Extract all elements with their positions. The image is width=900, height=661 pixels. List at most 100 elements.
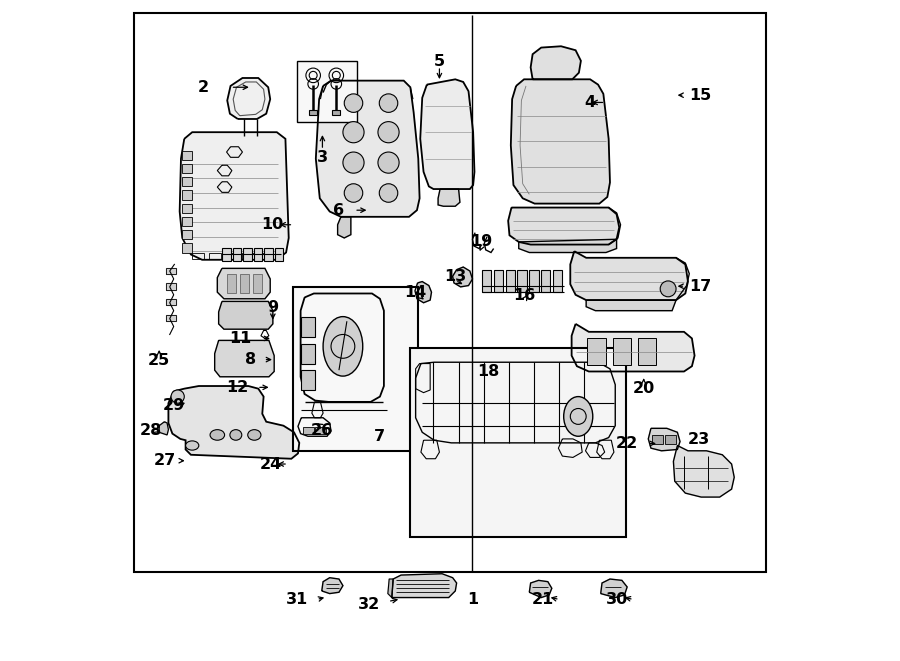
- Bar: [310, 110, 317, 115]
- Bar: [301, 370, 315, 390]
- Polygon shape: [531, 46, 580, 79]
- Bar: [134, 13, 766, 572]
- Text: 23: 23: [688, 432, 710, 447]
- Bar: [182, 204, 193, 213]
- Bar: [254, 248, 262, 261]
- Ellipse shape: [661, 281, 676, 297]
- Bar: [182, 190, 193, 200]
- Polygon shape: [586, 443, 605, 457]
- Polygon shape: [571, 251, 688, 300]
- Bar: [182, 151, 193, 160]
- Bar: [652, 435, 662, 444]
- Bar: [554, 270, 562, 292]
- Polygon shape: [301, 293, 384, 402]
- Bar: [182, 230, 193, 239]
- Text: 31: 31: [286, 592, 309, 607]
- Polygon shape: [159, 422, 168, 435]
- Bar: [253, 274, 262, 293]
- Polygon shape: [312, 402, 323, 418]
- Text: 1: 1: [467, 592, 478, 607]
- Bar: [225, 253, 238, 259]
- Bar: [243, 248, 252, 261]
- Polygon shape: [322, 578, 343, 594]
- Polygon shape: [421, 440, 439, 459]
- Text: 12: 12: [226, 380, 248, 395]
- Polygon shape: [438, 189, 460, 206]
- Bar: [227, 274, 236, 293]
- Polygon shape: [227, 78, 270, 119]
- Bar: [638, 338, 656, 365]
- Text: 27: 27: [154, 453, 176, 468]
- Polygon shape: [166, 283, 176, 290]
- Text: 26: 26: [310, 423, 333, 438]
- Text: 14: 14: [404, 285, 426, 299]
- Bar: [182, 164, 193, 173]
- Text: 19: 19: [471, 235, 493, 249]
- Text: 20: 20: [633, 381, 655, 395]
- Polygon shape: [586, 300, 676, 311]
- Polygon shape: [316, 81, 419, 217]
- Bar: [301, 317, 315, 337]
- Bar: [292, 287, 418, 451]
- Polygon shape: [600, 579, 627, 598]
- Bar: [541, 270, 551, 292]
- Polygon shape: [597, 440, 614, 459]
- Bar: [332, 110, 340, 115]
- Polygon shape: [572, 324, 695, 371]
- Text: 18: 18: [477, 364, 500, 379]
- Polygon shape: [508, 208, 619, 245]
- Text: 30: 30: [607, 592, 628, 607]
- Polygon shape: [420, 79, 474, 189]
- Polygon shape: [518, 239, 617, 253]
- Bar: [493, 270, 503, 292]
- Text: 15: 15: [689, 88, 712, 102]
- Bar: [665, 435, 676, 444]
- Bar: [297, 61, 357, 122]
- Bar: [182, 177, 193, 186]
- Text: 4: 4: [584, 95, 596, 110]
- Bar: [209, 253, 220, 259]
- Text: 24: 24: [260, 457, 282, 471]
- Ellipse shape: [185, 441, 199, 450]
- Bar: [182, 243, 193, 253]
- Ellipse shape: [378, 152, 399, 173]
- Polygon shape: [648, 428, 680, 451]
- Polygon shape: [219, 301, 273, 329]
- Ellipse shape: [378, 122, 399, 143]
- Bar: [242, 253, 254, 259]
- Polygon shape: [166, 268, 176, 274]
- Ellipse shape: [343, 152, 364, 173]
- Text: 3: 3: [317, 150, 328, 165]
- Text: 13: 13: [445, 269, 466, 284]
- Text: 8: 8: [245, 352, 256, 367]
- Polygon shape: [217, 268, 270, 299]
- Ellipse shape: [379, 184, 398, 202]
- Text: 10: 10: [261, 217, 284, 232]
- Text: 16: 16: [514, 288, 536, 303]
- Text: 2: 2: [198, 80, 209, 95]
- Text: 5: 5: [434, 54, 445, 69]
- Polygon shape: [558, 439, 582, 457]
- Text: 6: 6: [333, 203, 344, 217]
- Bar: [315, 427, 326, 434]
- Ellipse shape: [343, 122, 364, 143]
- Ellipse shape: [210, 430, 225, 440]
- Polygon shape: [166, 299, 176, 305]
- Bar: [303, 427, 314, 434]
- Text: 9: 9: [267, 300, 278, 315]
- Polygon shape: [529, 580, 552, 598]
- Bar: [265, 248, 273, 261]
- Bar: [482, 270, 491, 292]
- Polygon shape: [298, 418, 331, 436]
- Text: 7: 7: [374, 429, 385, 444]
- Bar: [274, 248, 284, 261]
- Bar: [222, 248, 230, 261]
- Ellipse shape: [344, 94, 363, 112]
- Polygon shape: [416, 364, 430, 393]
- Polygon shape: [453, 267, 472, 287]
- Polygon shape: [338, 217, 351, 238]
- Bar: [239, 274, 249, 293]
- Polygon shape: [416, 362, 616, 443]
- Text: 29: 29: [163, 399, 185, 413]
- Ellipse shape: [171, 390, 184, 403]
